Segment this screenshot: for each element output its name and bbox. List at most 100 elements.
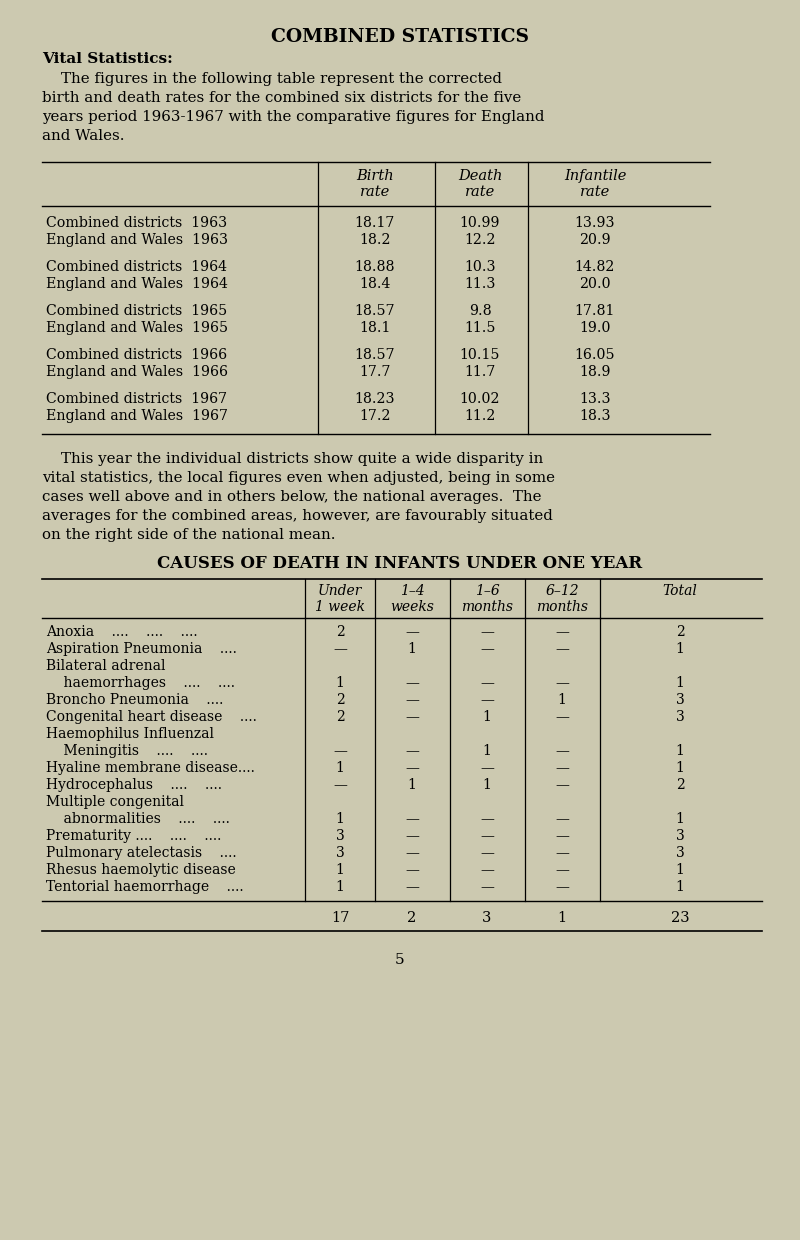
Text: —: —	[555, 761, 569, 775]
Text: Under
1 week: Under 1 week	[315, 584, 365, 614]
Text: 18.1: 18.1	[359, 321, 390, 335]
Text: averages for the combined areas, however, are favourably situated: averages for the combined areas, however…	[42, 508, 553, 523]
Text: —: —	[405, 880, 419, 894]
Text: 2: 2	[407, 911, 417, 925]
Text: —: —	[555, 744, 569, 758]
Text: 18.2: 18.2	[359, 233, 390, 247]
Text: 1: 1	[335, 812, 345, 826]
Text: —: —	[405, 846, 419, 861]
Text: 1: 1	[335, 676, 345, 689]
Text: 11.3: 11.3	[464, 277, 496, 291]
Text: —: —	[480, 676, 494, 689]
Text: Meningitis    ....    ....: Meningitis .... ....	[46, 744, 208, 758]
Text: vital statistics, the local figures even when adjusted, being in some: vital statistics, the local figures even…	[42, 471, 555, 485]
Text: 1–4
weeks: 1–4 weeks	[390, 584, 434, 614]
Text: 10.15: 10.15	[460, 348, 500, 362]
Text: —: —	[480, 880, 494, 894]
Text: Hydrocephalus    ....    ....: Hydrocephalus .... ....	[46, 777, 222, 792]
Text: 18.17: 18.17	[355, 216, 395, 229]
Text: Combined districts  1964: Combined districts 1964	[46, 260, 227, 274]
Text: Pulmonary atelectasis    ....: Pulmonary atelectasis ....	[46, 846, 237, 861]
Text: Anoxia    ....    ....    ....: Anoxia .... .... ....	[46, 625, 198, 639]
Text: 1: 1	[675, 761, 685, 775]
Text: England and Wales  1965: England and Wales 1965	[46, 321, 228, 335]
Text: cases well above and in others below, the national averages.  The: cases well above and in others below, th…	[42, 490, 542, 503]
Text: Birth
rate: Birth rate	[356, 169, 394, 200]
Text: —: —	[333, 642, 347, 656]
Text: Congenital heart disease    ....: Congenital heart disease ....	[46, 711, 257, 724]
Text: 1: 1	[407, 642, 417, 656]
Text: —: —	[333, 744, 347, 758]
Text: 1: 1	[675, 812, 685, 826]
Text: Prematurity ....    ....    ....: Prematurity .... .... ....	[46, 830, 222, 843]
Text: 18.57: 18.57	[354, 348, 395, 362]
Text: 1: 1	[675, 880, 685, 894]
Text: 18.4: 18.4	[359, 277, 390, 291]
Text: 18.9: 18.9	[579, 365, 610, 379]
Text: 3: 3	[336, 830, 344, 843]
Text: Tentorial haemorrhage    ....: Tentorial haemorrhage ....	[46, 880, 244, 894]
Text: 20.9: 20.9	[579, 233, 611, 247]
Text: 18.88: 18.88	[354, 260, 395, 274]
Text: —: —	[405, 812, 419, 826]
Text: —: —	[480, 693, 494, 707]
Text: —: —	[555, 880, 569, 894]
Text: 10.99: 10.99	[460, 216, 500, 229]
Text: 2: 2	[676, 777, 684, 792]
Text: birth and death rates for the combined six districts for the five: birth and death rates for the combined s…	[42, 91, 522, 105]
Text: 18.23: 18.23	[354, 392, 395, 405]
Text: 17.7: 17.7	[359, 365, 390, 379]
Text: 1: 1	[558, 911, 566, 925]
Text: 20.0: 20.0	[579, 277, 611, 291]
Text: 2: 2	[676, 625, 684, 639]
Text: —: —	[405, 744, 419, 758]
Text: 17: 17	[331, 911, 349, 925]
Text: abnormalities    ....    ....: abnormalities .... ....	[46, 812, 230, 826]
Text: 3: 3	[676, 830, 684, 843]
Text: 3: 3	[676, 693, 684, 707]
Text: CAUSES OF DEATH IN INFANTS UNDER ONE YEAR: CAUSES OF DEATH IN INFANTS UNDER ONE YEA…	[158, 556, 642, 572]
Text: Combined districts  1965: Combined districts 1965	[46, 304, 227, 317]
Text: Infantile
rate: Infantile rate	[564, 169, 626, 200]
Text: 3: 3	[336, 846, 344, 861]
Text: Total: Total	[662, 584, 698, 598]
Text: —: —	[480, 863, 494, 877]
Text: haemorrhages    ....    ....: haemorrhages .... ....	[46, 676, 235, 689]
Text: —: —	[555, 812, 569, 826]
Text: This year the individual districts show quite a wide disparity in: This year the individual districts show …	[42, 453, 543, 466]
Text: 11.5: 11.5	[464, 321, 496, 335]
Text: Combined districts  1966: Combined districts 1966	[46, 348, 227, 362]
Text: —: —	[405, 676, 419, 689]
Text: Broncho Pneumonia    ....: Broncho Pneumonia ....	[46, 693, 223, 707]
Text: 11.2: 11.2	[464, 409, 496, 423]
Text: —: —	[405, 830, 419, 843]
Text: Combined districts  1963: Combined districts 1963	[46, 216, 227, 229]
Text: and Wales.: and Wales.	[42, 129, 125, 143]
Text: 10.3: 10.3	[464, 260, 496, 274]
Text: —: —	[333, 777, 347, 792]
Text: 1: 1	[675, 642, 685, 656]
Text: Vital Statistics:: Vital Statistics:	[42, 52, 173, 66]
Text: 1: 1	[482, 711, 491, 724]
Text: 2: 2	[336, 625, 344, 639]
Text: —: —	[405, 693, 419, 707]
Text: 16.05: 16.05	[574, 348, 615, 362]
Text: on the right side of the national mean.: on the right side of the national mean.	[42, 528, 335, 542]
Text: 13.93: 13.93	[574, 216, 615, 229]
Text: —: —	[555, 830, 569, 843]
Text: —: —	[555, 642, 569, 656]
Text: 13.3: 13.3	[579, 392, 610, 405]
Text: —: —	[555, 777, 569, 792]
Text: Aspiration Pneumonia    ....: Aspiration Pneumonia ....	[46, 642, 237, 656]
Text: 1: 1	[675, 676, 685, 689]
Text: —: —	[480, 625, 494, 639]
Text: —: —	[405, 863, 419, 877]
Text: 1: 1	[407, 777, 417, 792]
Text: years period 1963-1967 with the comparative figures for England: years period 1963-1967 with the comparat…	[42, 110, 545, 124]
Text: —: —	[555, 863, 569, 877]
Text: —: —	[480, 642, 494, 656]
Text: Rhesus haemolytic disease: Rhesus haemolytic disease	[46, 863, 236, 877]
Text: Combined districts  1967: Combined districts 1967	[46, 392, 227, 405]
Text: —: —	[405, 625, 419, 639]
Text: 11.7: 11.7	[464, 365, 496, 379]
